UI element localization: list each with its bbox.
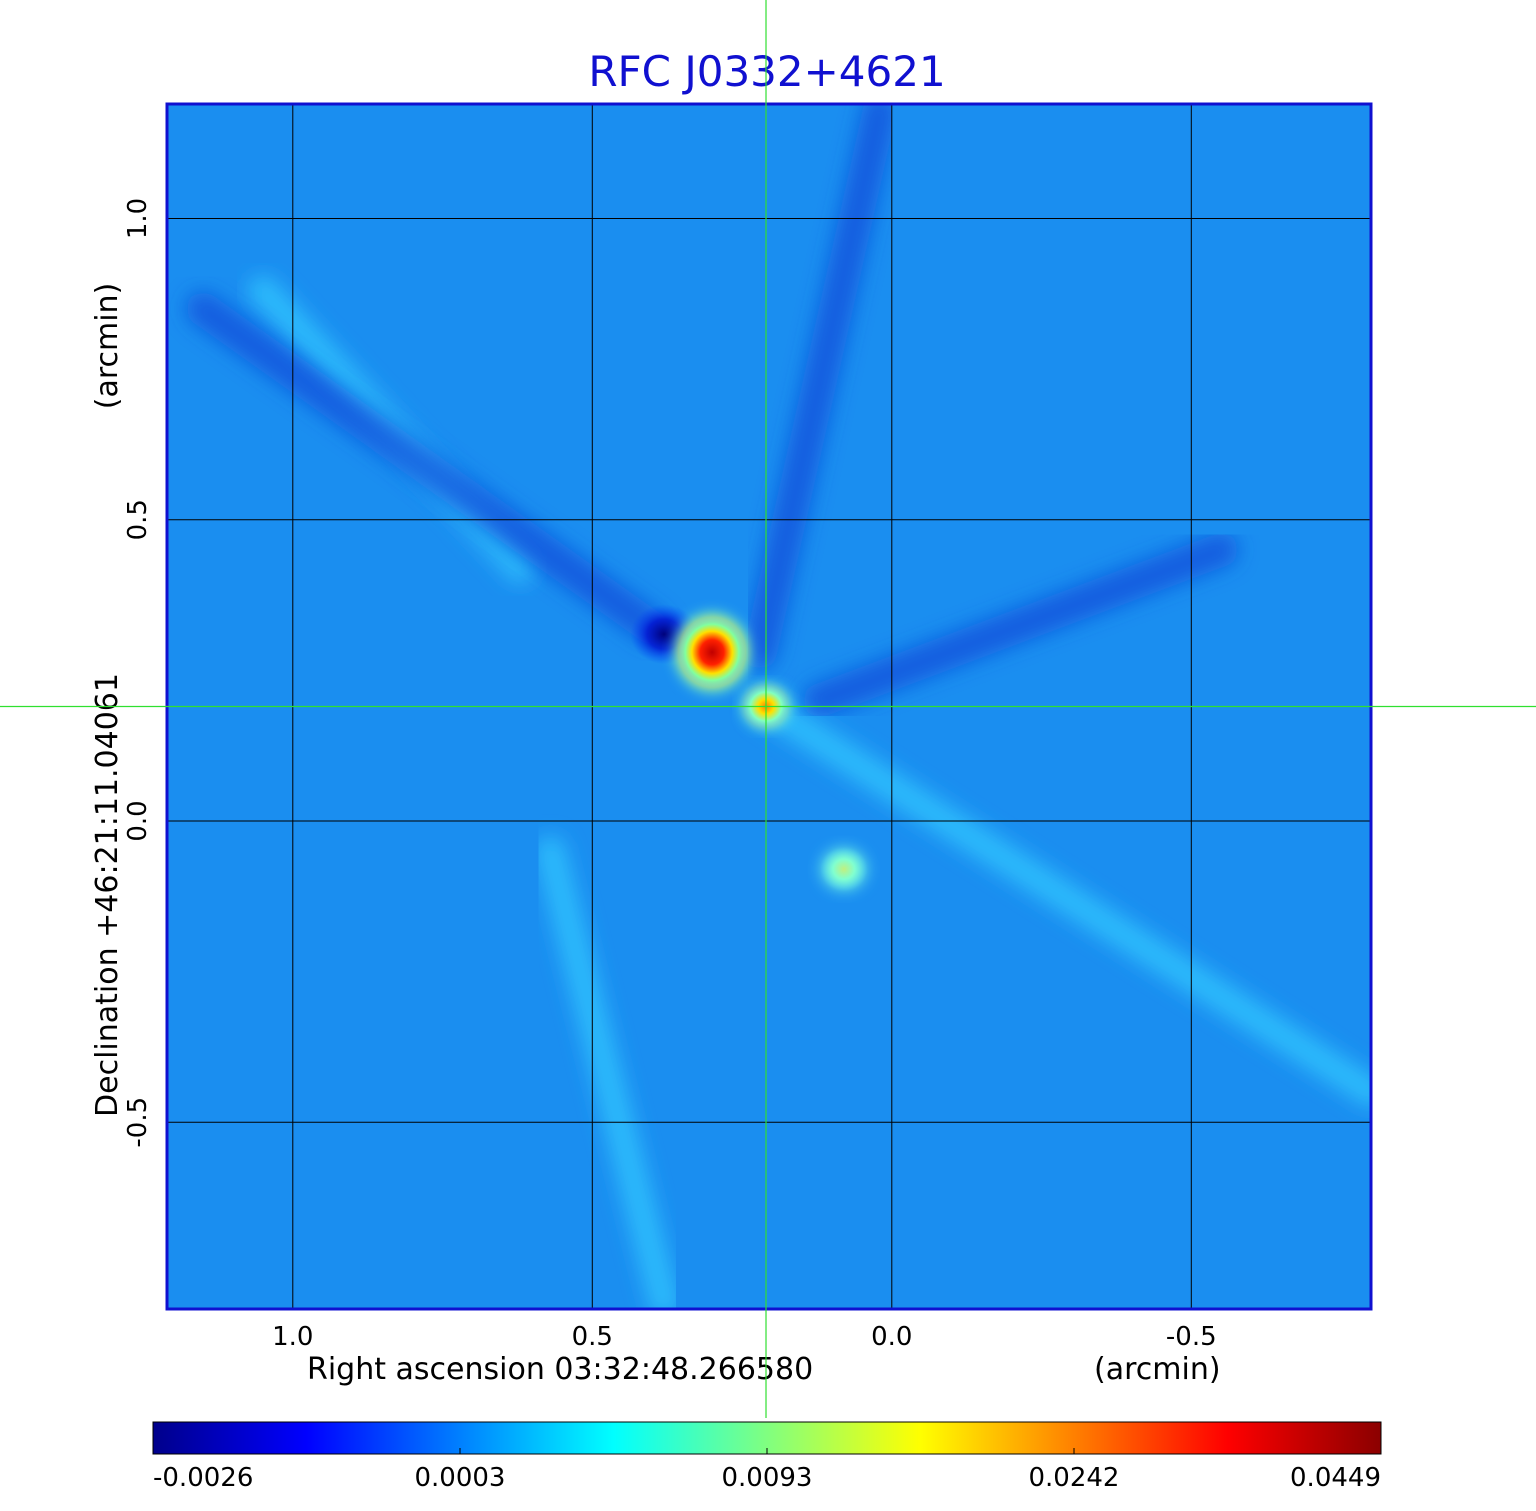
colorbar-tick-labels: -0.0026 0.0003 0.0093 0.0242 0.0449	[152, 1448, 1382, 1493]
y-tick-label: 0.0	[123, 800, 153, 841]
chart-title: RFC J0332+4621	[588, 47, 945, 96]
colorbar-tick-label: 0.0093	[722, 1463, 813, 1493]
artifact-streak-5	[743, 104, 897, 670]
x-tick-label: 0.5	[572, 1322, 613, 1352]
colorbar-tick-label: 0.0003	[415, 1463, 506, 1493]
y-axis-unit: (arcmin)	[90, 283, 125, 410]
y-tick-labels: 1.0 0.5 0.0 -0.5	[123, 198, 153, 1148]
crosshair	[0, 0, 1536, 1418]
colorbar-tick-label: 0.0242	[1029, 1463, 1120, 1493]
x-tick-labels: 1.0 0.5 0.0 -0.5	[272, 1322, 1217, 1352]
y-axis-label: Declination +46:21:11.04061	[90, 673, 125, 1117]
artifact-layer	[185, 104, 1371, 1309]
artifact-streak-6	[802, 532, 1239, 718]
y-tick-label: 0.5	[123, 499, 153, 540]
artifact-streak-1	[751, 691, 1371, 1108]
x-tick-label: 0.0	[871, 1322, 912, 1352]
x-tick-label: 1.0	[272, 1322, 313, 1352]
y-tick-label: 1.0	[123, 198, 153, 239]
artifact-streak-3	[535, 836, 680, 1309]
colorbar-tick-label: 0.0449	[1290, 1463, 1381, 1493]
y-tick-label: -0.5	[123, 1097, 153, 1148]
source-layer	[630, 604, 874, 898]
colorbar-tick-label: -0.0026	[153, 1463, 253, 1493]
source-3-core	[819, 846, 868, 892]
artifact-streak-4	[185, 291, 670, 646]
x-axis-unit: (arcmin)	[1094, 1352, 1221, 1387]
x-tick-label: -0.5	[1166, 1322, 1217, 1352]
source-1-core	[678, 617, 746, 688]
x-axis-label: Right ascension 03:32:48.266580	[307, 1352, 813, 1387]
